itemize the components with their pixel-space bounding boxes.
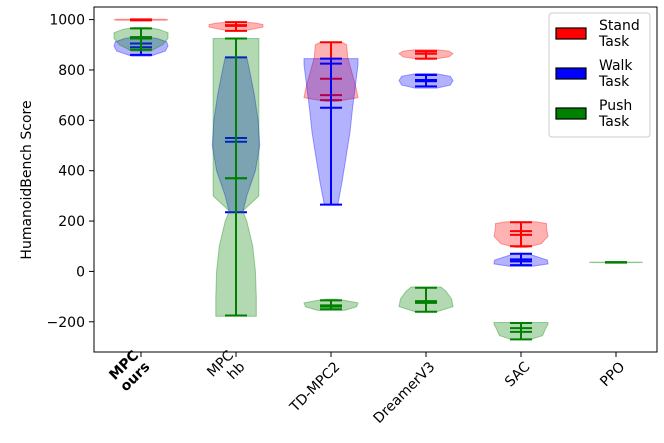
- y-axis-label: HumanoidBench Score: [19, 100, 35, 259]
- walk-violin: [398, 73, 454, 89]
- push-violin: [212, 37, 260, 317]
- y-tick-label: 800: [58, 63, 85, 79]
- stand-violin: [208, 21, 264, 32]
- legend-frame: [548, 12, 651, 138]
- legend-label: Task: [598, 34, 630, 50]
- push-violin: [303, 298, 359, 311]
- stand-violin: [113, 18, 169, 22]
- walk-violin: [303, 57, 359, 206]
- y-tick-label: 0: [76, 264, 85, 280]
- push-violin: [113, 27, 169, 52]
- y-tick-label: −200: [47, 315, 85, 331]
- ppo-violin: [588, 261, 644, 264]
- legend-label: Task: [598, 114, 630, 130]
- legend-swatch: [555, 67, 587, 80]
- y-tick-label: 600: [58, 113, 85, 129]
- stand-violin: [398, 49, 454, 60]
- violins: [113, 18, 644, 341]
- y-tick-label: 200: [58, 214, 85, 230]
- stand-violin: [493, 221, 549, 248]
- push-violin: [493, 322, 549, 341]
- legend-label: Task: [598, 74, 630, 90]
- y-tick-label: 400: [58, 164, 85, 180]
- plot-frame: [93, 6, 658, 353]
- legend-swatch: [555, 107, 587, 120]
- y-axis-ticks: −200 0 200 400 600 800 1000: [47, 13, 94, 331]
- legend-swatch: [555, 27, 587, 40]
- push-violin: [398, 286, 454, 313]
- legend-label: Walk: [599, 58, 633, 74]
- legend-label: Stand: [599, 18, 640, 34]
- walk-violin: [493, 252, 549, 267]
- legend-label: Push: [599, 98, 632, 114]
- y-tick-label: 1000: [49, 13, 85, 29]
